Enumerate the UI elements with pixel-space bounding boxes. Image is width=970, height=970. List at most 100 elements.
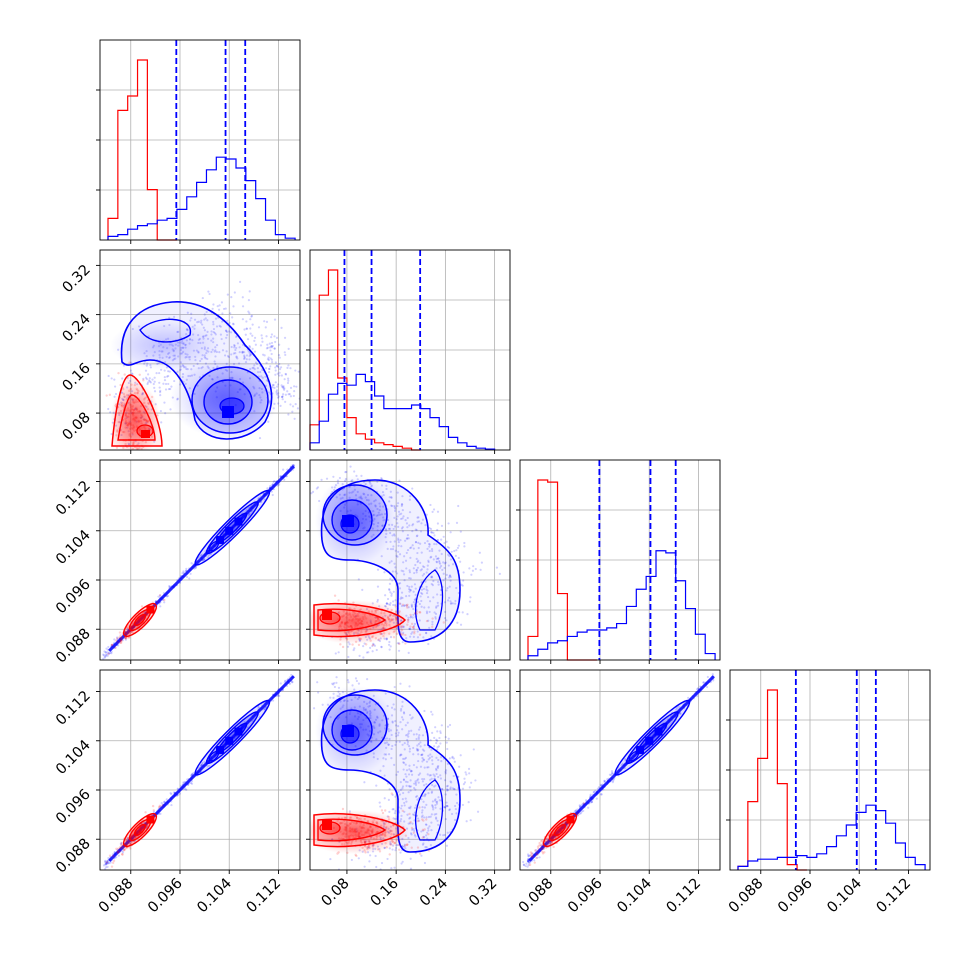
sample-point	[419, 542, 422, 545]
sample-point	[414, 788, 417, 791]
sample-point	[390, 756, 393, 760]
sample-point	[281, 395, 284, 399]
sample-point	[281, 398, 284, 401]
sample-point	[279, 366, 283, 369]
sample-point	[545, 843, 549, 847]
density-contour	[317, 818, 387, 842]
sample-point	[292, 394, 295, 398]
sample-point	[105, 863, 108, 866]
sample-point	[590, 800, 594, 804]
sample-point	[421, 806, 424, 809]
sample-point	[429, 815, 432, 818]
sample-point	[243, 328, 246, 331]
sample-point	[552, 836, 555, 839]
sample-point	[104, 863, 107, 866]
sample-point	[522, 863, 526, 866]
sample-point	[267, 370, 271, 374]
sample-point	[350, 858, 353, 862]
sample-point	[469, 819, 472, 822]
sample-point	[287, 413, 290, 416]
sample-point	[394, 743, 397, 746]
sample-point	[446, 725, 450, 728]
sample-point	[278, 483, 281, 486]
sample-point	[405, 604, 408, 607]
sample-point	[140, 616, 144, 620]
sample-point	[280, 395, 284, 399]
sample-point	[103, 650, 106, 653]
sample-point	[160, 802, 163, 805]
sample-point	[409, 785, 413, 788]
sample-point	[293, 417, 296, 420]
sample-point	[284, 353, 287, 357]
sample-point	[398, 793, 402, 796]
sample-point	[533, 859, 536, 862]
sample-point	[408, 627, 411, 630]
sample-point	[392, 703, 395, 706]
sample-point	[414, 528, 417, 531]
sample-point	[447, 522, 450, 525]
sample-point	[436, 730, 439, 733]
sample-point	[414, 611, 417, 615]
sample-point	[145, 824, 149, 827]
sample-point	[362, 645, 365, 648]
sample-point	[436, 510, 440, 513]
sample-point	[291, 680, 294, 684]
sample-point	[396, 555, 399, 558]
sample-point	[352, 648, 355, 652]
sample-point	[434, 726, 437, 729]
sample-point	[163, 601, 166, 604]
sample-point	[104, 867, 107, 870]
sample-point	[421, 794, 424, 797]
sample-point	[600, 793, 603, 796]
sample-point	[420, 830, 423, 833]
density-peak	[225, 526, 234, 535]
sample-point	[433, 775, 436, 778]
sample-point	[286, 381, 290, 385]
density-peak	[146, 815, 155, 824]
sample-point	[430, 635, 433, 638]
sample-point	[448, 808, 451, 811]
sample-point	[458, 611, 461, 614]
sample-point	[248, 354, 251, 358]
sample-point	[449, 602, 453, 605]
sample-point	[388, 561, 391, 564]
sample-point	[219, 333, 222, 336]
sample-point	[400, 716, 404, 719]
density-contour	[317, 608, 387, 632]
sample-point	[421, 843, 425, 846]
sample-point	[528, 854, 532, 857]
sample-point	[427, 758, 430, 761]
sample-point	[433, 777, 436, 780]
sample-point	[229, 312, 232, 315]
sample-point	[159, 391, 162, 394]
sample-point	[148, 377, 151, 380]
sample-point	[409, 816, 412, 819]
sample-point	[527, 860, 530, 863]
sample-point	[136, 831, 139, 834]
sample-point	[437, 557, 440, 560]
sample-point	[394, 795, 397, 798]
sample-point	[421, 748, 425, 751]
sample-point	[199, 763, 203, 767]
sample-point	[127, 636, 131, 639]
sample-point	[449, 786, 452, 789]
sample-point	[548, 842, 552, 845]
sample-point	[111, 854, 115, 858]
sample-point	[433, 799, 437, 802]
sample-point	[431, 713, 434, 716]
sample-point	[453, 760, 456, 763]
sample-point	[272, 480, 275, 484]
scatter-panel-p3-p0	[96, 669, 301, 874]
sample-point	[415, 610, 419, 613]
sample-point	[363, 781, 366, 784]
sample-point	[243, 355, 246, 358]
sample-point	[375, 648, 378, 652]
sample-point	[169, 792, 172, 795]
density-ridge	[108, 465, 295, 652]
sample-point	[431, 762, 434, 766]
sample-point	[416, 551, 419, 555]
sample-point	[439, 742, 442, 745]
sample-point	[267, 356, 270, 359]
sample-point	[416, 819, 420, 823]
sample-point	[594, 789, 597, 792]
